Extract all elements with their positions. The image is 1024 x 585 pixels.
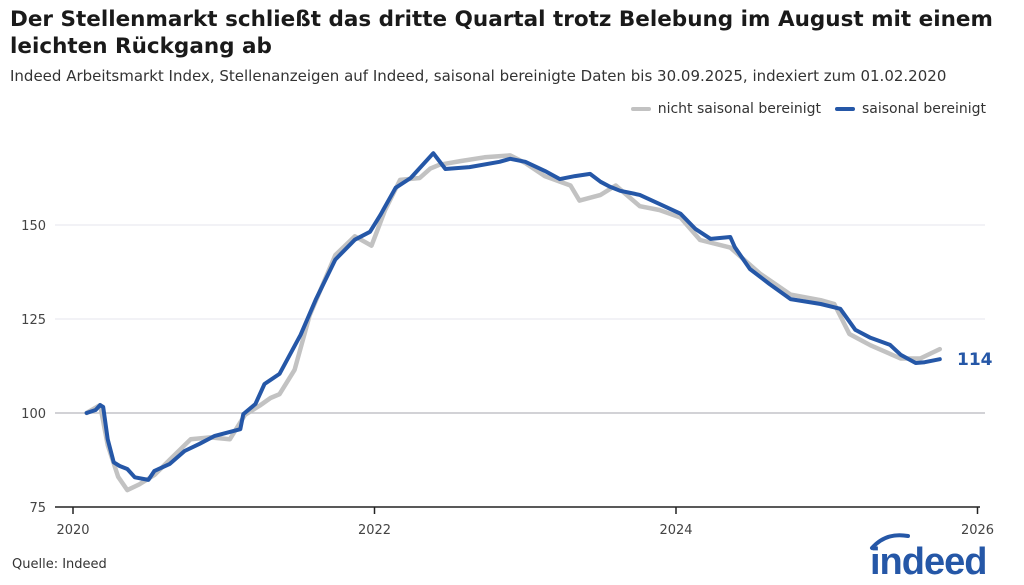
- x-tick-label: 2026: [961, 523, 994, 538]
- svg-text:indeed: indeed: [870, 541, 986, 578]
- x-tick-label: 2020: [56, 523, 89, 538]
- end-value-label: 114: [957, 350, 993, 370]
- legend-label-sa: saisonal bereinigt: [861, 101, 986, 117]
- legend-item-sa: saisonal bereinigt: [834, 101, 986, 117]
- chart-title: Der Stellenmarkt schließt das dritte Qua…: [10, 7, 993, 59]
- x-tick-label: 2022: [358, 523, 391, 538]
- x-tick-label: 2024: [659, 523, 692, 538]
- series-line-nicht-saisonal-bereinigt: [84, 153, 943, 493]
- legend-swatch-nsa: [630, 107, 651, 111]
- y-tick-label: 100: [21, 407, 46, 422]
- indeed-logo: indeed: [870, 533, 987, 578]
- y-tick-label: 125: [21, 313, 46, 328]
- y-tick-label: 75: [29, 501, 46, 516]
- source-note: Quelle: Indeed: [12, 557, 107, 572]
- legend-item-nsa: nicht saisonal bereinigt: [630, 101, 821, 117]
- legend-label-nsa: nicht saisonal bereinigt: [657, 101, 821, 117]
- legend-swatch-sa: [834, 107, 855, 111]
- y-tick-label: 150: [21, 219, 46, 234]
- series-line-saisonal-bereinigt: [84, 151, 942, 482]
- legend: nicht saisonal bereinigt saisonal berein…: [630, 101, 986, 117]
- chart-subtitle: Indeed Arbeitsmarkt Index, Stellenanzeig…: [10, 67, 947, 85]
